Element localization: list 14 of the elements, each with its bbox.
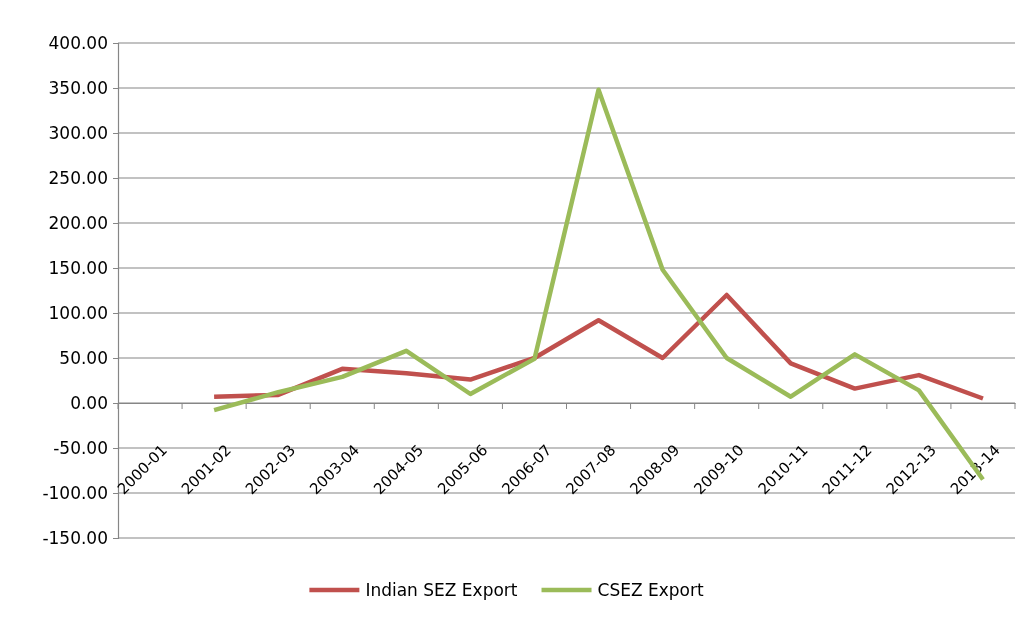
y-tick-label: 300.00 bbox=[48, 122, 108, 143]
y-tick-label: 100.00 bbox=[48, 302, 108, 323]
y-tick-label: 50.00 bbox=[59, 347, 108, 368]
y-tick-label: -150.00 bbox=[42, 527, 108, 548]
y-tick-label: -50.00 bbox=[53, 437, 108, 458]
y-tick-label: 150.00 bbox=[48, 257, 108, 278]
y-tick-label: 400.00 bbox=[48, 32, 108, 53]
y-tick-label: 0.00 bbox=[70, 392, 108, 413]
legend-label: Indian SEZ Export bbox=[365, 580, 518, 600]
y-tick-label: 200.00 bbox=[48, 212, 108, 233]
y-tick-label: -100.00 bbox=[42, 482, 108, 503]
y-tick-label: 250.00 bbox=[48, 167, 108, 188]
legend-label: CSEZ Export bbox=[597, 580, 704, 600]
y-tick-label: 350.00 bbox=[48, 77, 108, 98]
